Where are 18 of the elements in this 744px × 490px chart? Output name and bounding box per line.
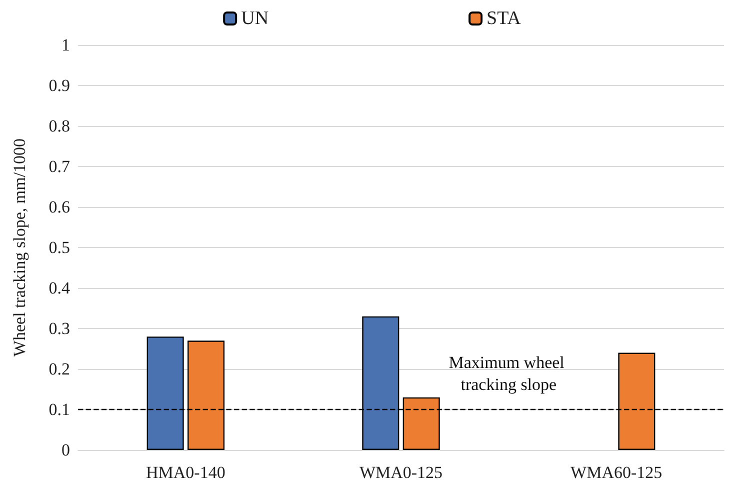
- y-tick-label: 0.5: [48, 238, 70, 257]
- y-tick-label: 0: [62, 440, 70, 460]
- x-tick-label: HMA0-140: [146, 463, 226, 482]
- x-tick-label: WMA60-125: [570, 463, 662, 482]
- ref-line-label: Maximum wheel tracking slope: [448, 353, 569, 394]
- y-tick-label: 0.4: [48, 278, 70, 298]
- y-tick-label: 0.6: [48, 198, 70, 216]
- y-tick-label: 0.1: [48, 400, 70, 419]
- y-tick-label: 0.8: [48, 116, 70, 136]
- y-tick-label: 0.7: [48, 157, 70, 176]
- y-tick-label: 0.9: [48, 76, 70, 95]
- y-tick-label: 0.3: [48, 319, 70, 338]
- y-tick-label: 1: [62, 36, 70, 54]
- legend-label: UN: [241, 8, 269, 29]
- x-tick-label: WMA0-125: [359, 463, 443, 482]
- y-axis-title: Wheel tracking slope, mm/1000: [10, 138, 29, 357]
- y-tick-label: 0.2: [48, 360, 70, 378]
- legend-label: STA: [486, 8, 522, 29]
